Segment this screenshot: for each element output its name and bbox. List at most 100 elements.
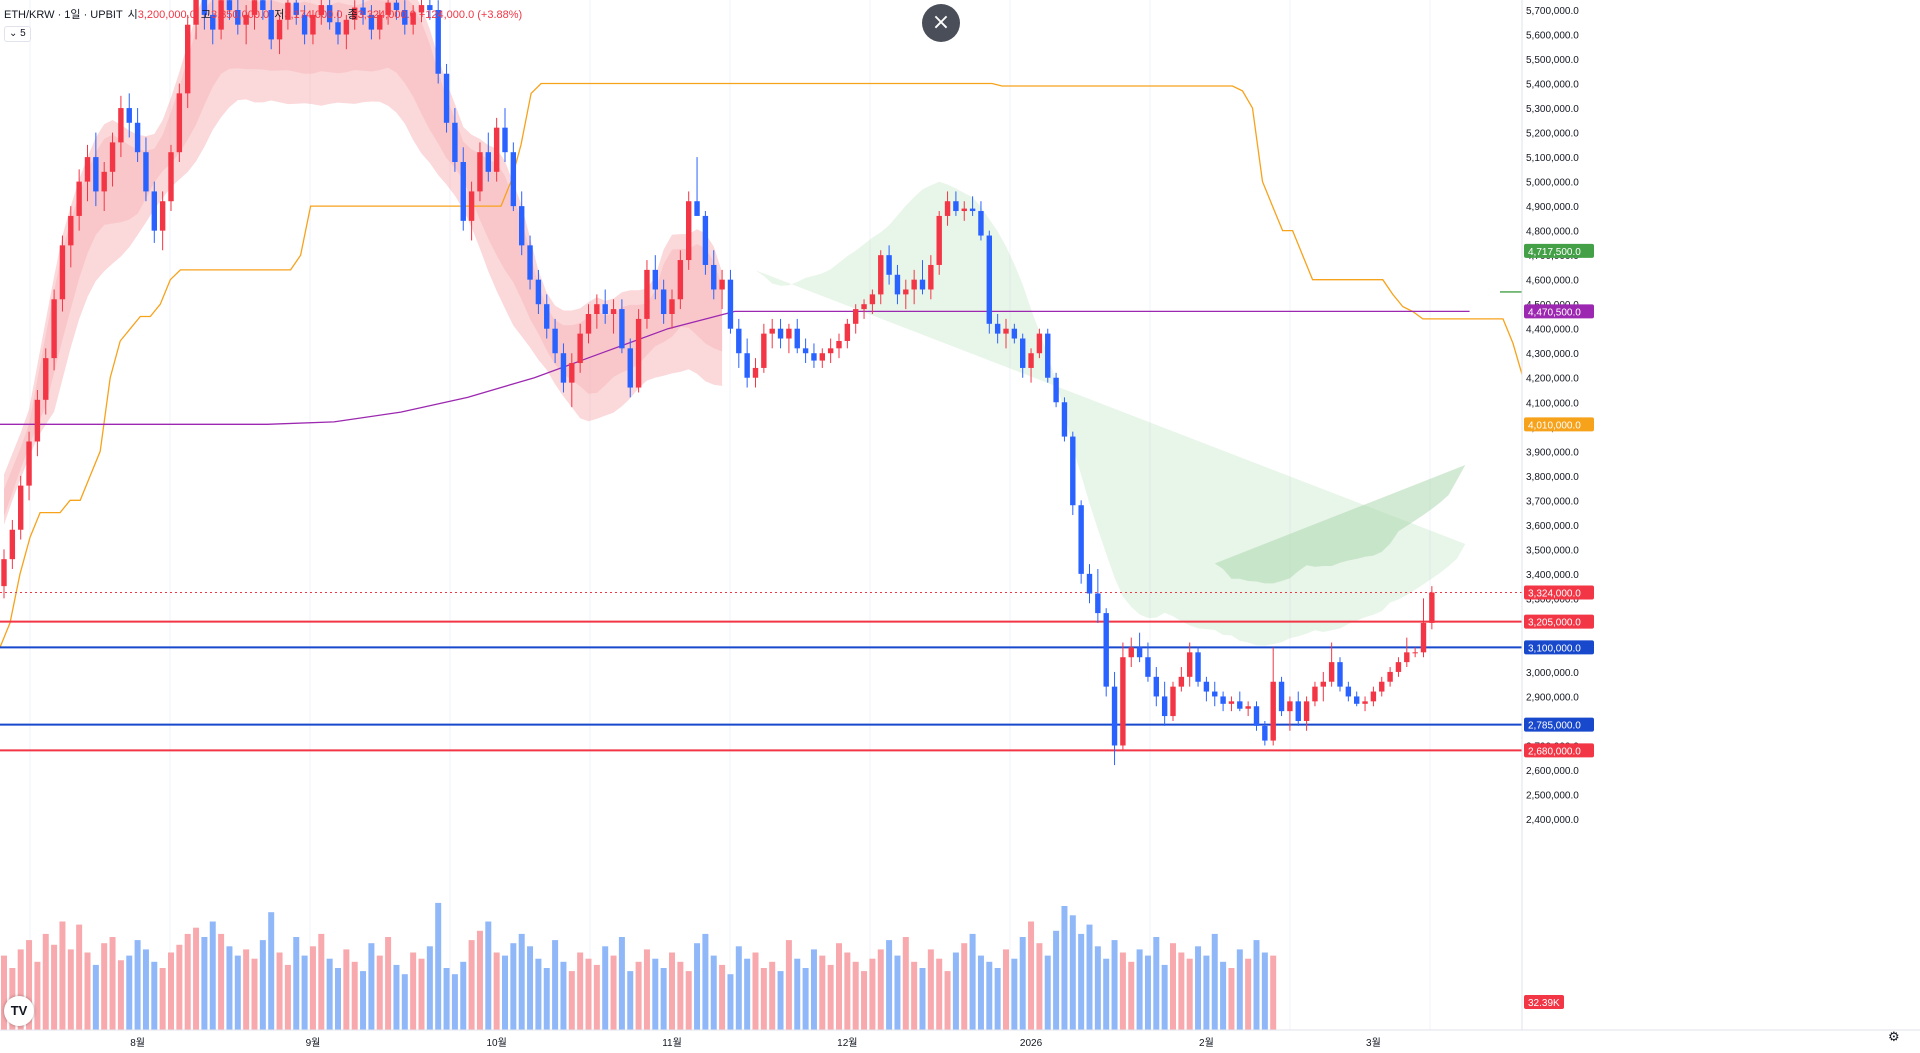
collapse-indicators-button[interactable]: ⌄ 5 bbox=[4, 26, 31, 42]
volume-bar bbox=[476, 930, 483, 1030]
candle-body bbox=[836, 340, 842, 349]
price-axis[interactable]: 5,700,000.0 5,600,000.0 5,500,000.0 5,400,0… bbox=[1521, 0, 1920, 1053]
candle-body bbox=[878, 255, 884, 295]
kijun-line bbox=[0, 82, 1564, 648]
candle-body bbox=[677, 260, 684, 300]
candle-body bbox=[635, 318, 642, 388]
volume-bar bbox=[1053, 930, 1060, 1030]
candle-body bbox=[176, 93, 183, 153]
price-axis-tick: 4,600,000.0 bbox=[1526, 276, 1579, 287]
candle-body bbox=[1312, 686, 1318, 702]
low-label: 저 bbox=[274, 9, 285, 21]
volume-bar bbox=[1186, 958, 1193, 1030]
candle-body bbox=[719, 279, 725, 290]
volume-bar bbox=[877, 949, 884, 1030]
close-label: 종 bbox=[347, 9, 358, 21]
volume-bar bbox=[335, 968, 341, 1030]
volume-bar bbox=[585, 958, 592, 1030]
candle-body bbox=[1120, 657, 1126, 746]
candle-body bbox=[201, 0, 208, 15]
candle-body bbox=[1045, 333, 1051, 378]
price-axis-tick: 4,200,000.0 bbox=[1526, 374, 1579, 385]
candle-body bbox=[1362, 701, 1368, 704]
volume-bar bbox=[610, 955, 617, 1030]
volume-bar bbox=[1, 955, 7, 1030]
candle-body bbox=[1003, 328, 1009, 334]
price-axis-tick: 4,800,000.0 bbox=[1526, 227, 1579, 238]
price-label-box bbox=[1524, 585, 1594, 600]
volume-bar bbox=[936, 958, 943, 1030]
volume-bar bbox=[1161, 964, 1168, 1030]
candle-body bbox=[1103, 613, 1109, 687]
volume-bar bbox=[685, 971, 692, 1030]
volume-bar bbox=[618, 937, 625, 1030]
volume-bar bbox=[134, 940, 141, 1030]
price-label-box bbox=[1524, 743, 1594, 758]
candle-body bbox=[427, 5, 433, 10]
candle-body bbox=[886, 255, 892, 275]
price-axis-tick: 4,300,000.0 bbox=[1526, 349, 1579, 360]
gear-icon[interactable]: ⚙ bbox=[1888, 1030, 1900, 1045]
volume-bars bbox=[1, 902, 1277, 1030]
candle-body bbox=[1212, 691, 1218, 697]
candle-body bbox=[1128, 647, 1134, 658]
candle-body bbox=[435, 10, 441, 74]
price-axis-tick: 3,000,000.0 bbox=[1526, 668, 1579, 679]
time-axis-tick: 11월 bbox=[662, 1037, 682, 1049]
volume-bar bbox=[76, 924, 83, 1030]
candle-body bbox=[251, 0, 258, 15]
volume-bar bbox=[911, 961, 918, 1030]
volume-bar bbox=[42, 933, 49, 1030]
candle-body bbox=[894, 274, 901, 295]
candle-body bbox=[1, 559, 7, 587]
volume-bar bbox=[635, 961, 642, 1030]
volume-bar bbox=[343, 949, 350, 1030]
volume-bar bbox=[468, 940, 475, 1030]
candlestick-series bbox=[1, 0, 1435, 766]
candle-body bbox=[410, 12, 416, 25]
close-icon[interactable]: × bbox=[922, 4, 960, 42]
volume-bar bbox=[1028, 921, 1035, 1030]
candle-body bbox=[761, 333, 767, 368]
volume-bar bbox=[944, 971, 951, 1030]
volume-label-text: 32.39K bbox=[1528, 998, 1560, 1009]
candle-body bbox=[777, 328, 784, 339]
volume-bar bbox=[1220, 961, 1227, 1030]
volume-bar bbox=[777, 971, 784, 1030]
candle-body bbox=[686, 201, 692, 261]
symbol-legend[interactable]: ETH/KRW · 1일 · UPBIT 시3,200,000.0 고3,350… bbox=[4, 6, 522, 22]
volume-bar bbox=[234, 955, 241, 1030]
candle-body bbox=[368, 14, 375, 30]
volume-bar bbox=[869, 958, 876, 1030]
volume-bar bbox=[719, 964, 726, 1030]
symbol-title[interactable]: ETH/KRW · 1일 · UPBIT bbox=[4, 9, 123, 21]
candle-body bbox=[802, 348, 809, 354]
volume-bar bbox=[760, 968, 767, 1030]
price-axis-tick: 3,900,000.0 bbox=[1526, 447, 1579, 458]
candle-body bbox=[343, 19, 350, 35]
purple-trend-line bbox=[0, 310, 1470, 425]
candle-body bbox=[460, 162, 466, 221]
volume-bar bbox=[426, 946, 433, 1030]
candle-body bbox=[594, 304, 600, 314]
candle-body bbox=[969, 208, 976, 212]
tradingview-logo[interactable]: TV bbox=[4, 996, 34, 1026]
candle-body bbox=[101, 171, 107, 192]
volume-bar bbox=[1170, 943, 1176, 1030]
volume-bar bbox=[109, 937, 116, 1030]
volume-bar bbox=[769, 961, 776, 1030]
candle-body bbox=[126, 108, 132, 123]
volume-bar bbox=[493, 952, 500, 1030]
ichimoku-cloud-layer bbox=[4, 0, 1466, 646]
volume-bar bbox=[51, 944, 58, 1030]
candle-body bbox=[1295, 701, 1301, 721]
price-axis-tick: 5,300,000.0 bbox=[1526, 104, 1579, 115]
low-value: 3,174,000.0 bbox=[284, 9, 343, 21]
time-axis[interactable]: 8월 9월 10월 11월 12월 2026 2월 3월 bbox=[0, 1029, 1920, 1053]
volume-bar bbox=[660, 968, 667, 1030]
candle-body bbox=[18, 485, 24, 530]
volume-bar bbox=[460, 961, 467, 1030]
volume-bar bbox=[1144, 955, 1151, 1030]
volume-bar bbox=[577, 952, 584, 1030]
